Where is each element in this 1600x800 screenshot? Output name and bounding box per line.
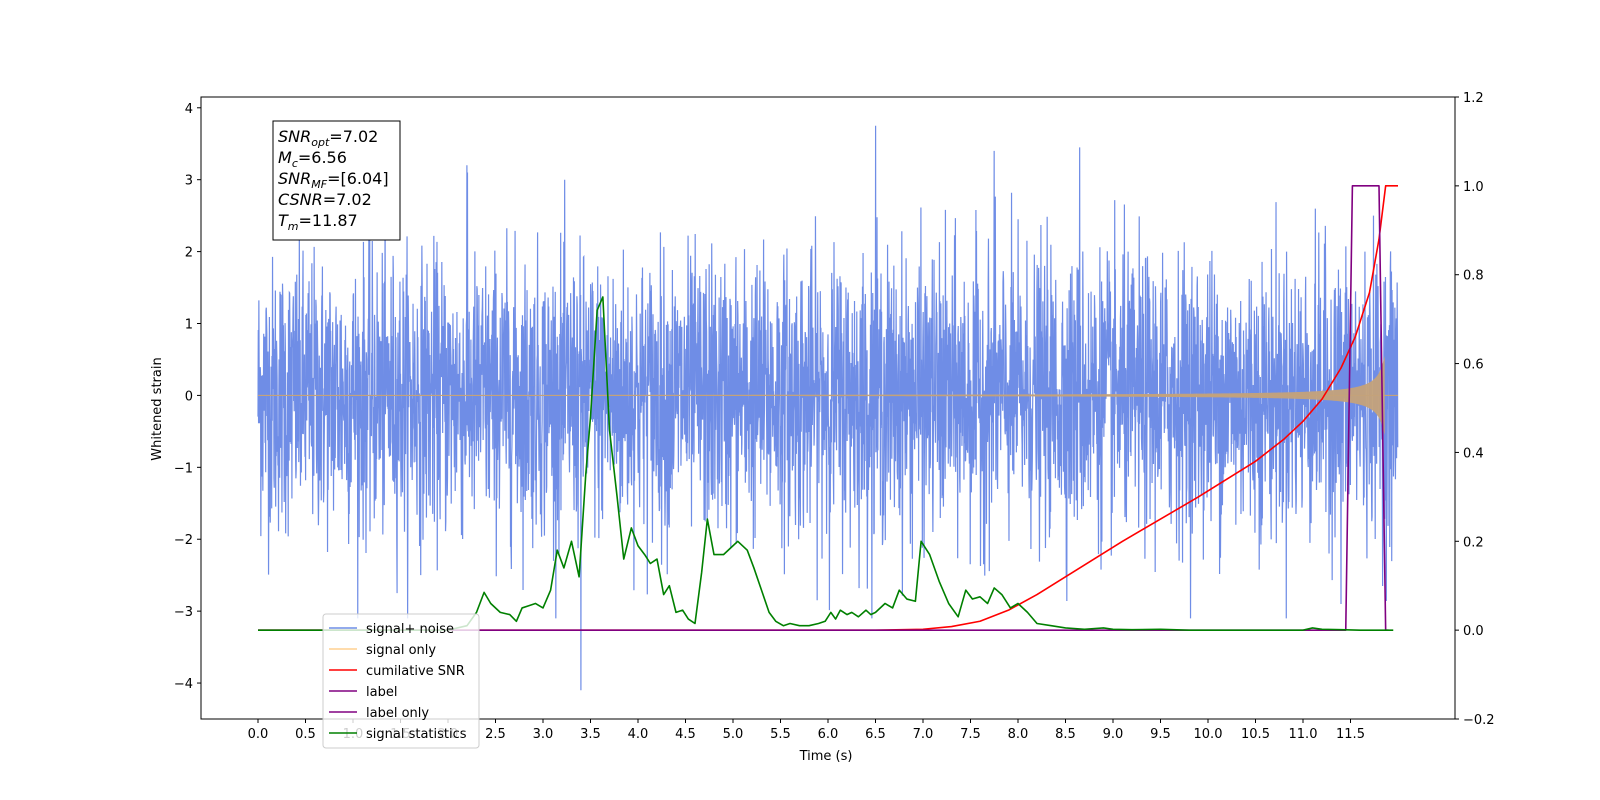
x-tick-label: 0.0 [248,727,269,742]
legend-label-cumilative-snr: cumilative SNR [366,664,465,679]
legend-frame [322,613,480,749]
y-tick-label: −1 [174,461,193,476]
y-tick-label: −3 [174,605,193,620]
x-tick-label: 10.0 [1194,727,1223,742]
x-tick-label: 7.5 [960,727,981,742]
y2-tick-label: 0.4 [1463,446,1484,461]
y2-tick-label: 1.2 [1463,91,1484,106]
y2-tick-label: 0.0 [1463,624,1484,639]
info-box-line: SNRMF=[6.04] [278,169,389,191]
info-box-frame [272,120,401,241]
legend-label-label-only: label only [366,706,429,721]
y-axis-label: Whitened strain [150,357,165,460]
y-axis-left: 4 3 2 1 0 −1 −2 −3 −4 [174,102,201,692]
y-tick-label: 2 [185,246,193,261]
y-tick-label: −2 [174,533,193,548]
y-tick-label: −4 [174,677,193,692]
legend-label-label: label [366,685,397,700]
info-box-line: CSNR=7.02 [278,190,372,209]
series-cumilative-snr [258,185,1398,631]
x-tick-label: 11.5 [1336,727,1365,742]
x-tick-label: 4.0 [628,727,649,742]
legend-label-signal-only: signal only [366,643,436,658]
y-tick-label: 3 [185,174,193,189]
series-signal-noise [257,125,1399,691]
info-box-line: Mc=6.56 [278,148,347,170]
x-tick-label: 5.0 [723,727,744,742]
legend-label-signal-statistics: signal statistics [366,727,467,742]
series-signal-statistics [258,296,1394,631]
plot-area [257,125,1399,691]
x-tick-label: 0.5 [295,727,316,742]
x-tick-label: 6.0 [818,727,839,742]
x-tick-label: 11.0 [1289,727,1318,742]
y2-tick-label: 1.0 [1463,180,1484,195]
y2-tick-label: 0.2 [1463,535,1484,550]
x-tick-label: 3.5 [580,727,601,742]
y-tick-label: 0 [185,389,193,404]
y2-tick-label: 0.6 [1463,358,1484,373]
x-tick-label: 4.5 [675,727,696,742]
info-box-line: Tm=11.87 [278,211,358,233]
y-axis-right: 1.2 1.0 0.8 0.6 0.4 0.2 0.0 −0.2 [1455,91,1495,728]
legend-label-signal-noise: signal+ noise [366,622,454,637]
x-tick-label: 8.0 [1008,727,1029,742]
y-tick-label: 1 [185,318,193,333]
y-tick-label: 4 [185,102,193,117]
x-tick-label: 9.0 [1103,727,1124,742]
y2-tick-label: 0.8 [1463,269,1484,284]
info-box-line: SNRopt=7.02 [278,127,378,149]
x-tick-label: 10.5 [1241,727,1270,742]
x-tick-label: 7.0 [913,727,934,742]
legend: signal+ noise signal only cumilative SNR la… [322,613,480,749]
x-axis-label: Time (s) [799,749,853,764]
y2-tick-label: −0.2 [1463,713,1495,728]
x-tick-label: 8.5 [1055,727,1076,742]
x-tick-label: 5.5 [770,727,791,742]
x-tick-label: 6.5 [865,727,886,742]
x-tick-label: 2.5 [485,727,506,742]
x-tick-label: 3.0 [533,727,554,742]
x-tick-label: 9.5 [1150,727,1171,742]
